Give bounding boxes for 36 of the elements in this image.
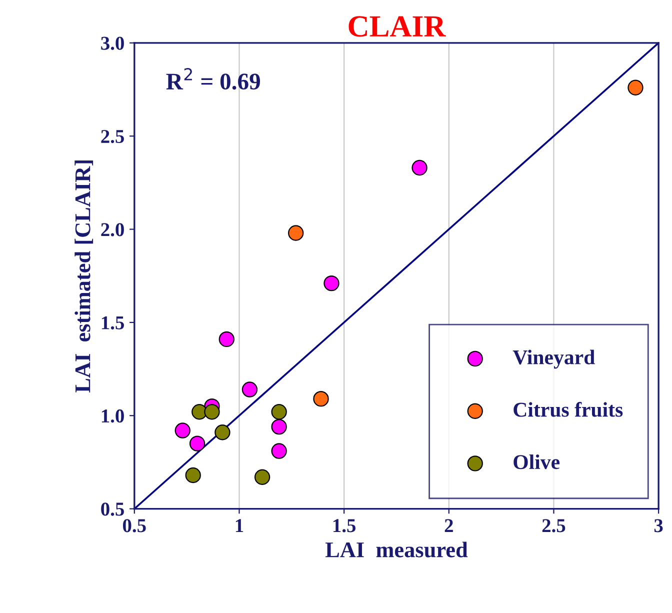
y-tick-label: 0.5 — [101, 502, 124, 516]
point — [218, 331, 234, 348]
x-tick-label: 0.5 — [122, 519, 146, 532]
point — [271, 443, 287, 459]
x-tick-label: 1.5 — [333, 519, 356, 532]
x-tick-label: 2 — [444, 519, 453, 532]
point — [174, 422, 190, 438]
point — [412, 160, 428, 176]
point — [288, 225, 304, 241]
annotation: R$^{2}$ = 0.69 — [166, 68, 260, 90]
point — [271, 404, 287, 420]
point — [324, 275, 340, 292]
point — [192, 404, 208, 420]
point — [628, 80, 644, 96]
x-tick-label: 2.5 — [542, 519, 566, 532]
x-tick-label: 3 — [654, 519, 663, 532]
point — [189, 436, 206, 452]
point — [271, 418, 287, 435]
point — [242, 382, 258, 398]
point — [214, 424, 230, 440]
legend-label: Citrus fruits — [514, 402, 623, 417]
y-tick-label: 1.0 — [102, 409, 124, 423]
legend-label: Vineyard — [512, 350, 595, 369]
point — [204, 404, 220, 420]
y-tick-label: 2.0 — [101, 223, 124, 236]
point — [185, 467, 201, 484]
x-axis-title: LAI measured — [325, 542, 468, 558]
y-tick-label: 1.5 — [102, 316, 124, 330]
point — [254, 469, 270, 485]
y-tick-label: 3.0 — [101, 36, 124, 50]
chart-title: CLAIR — [348, 16, 446, 37]
x-tick-label: 1 — [236, 519, 244, 532]
legend-label: Olive — [514, 454, 560, 470]
y-tick-label: 2.5 — [101, 130, 124, 144]
y-axis-title: LAI estimated [CLAIR] — [74, 160, 94, 392]
point — [313, 391, 329, 407]
